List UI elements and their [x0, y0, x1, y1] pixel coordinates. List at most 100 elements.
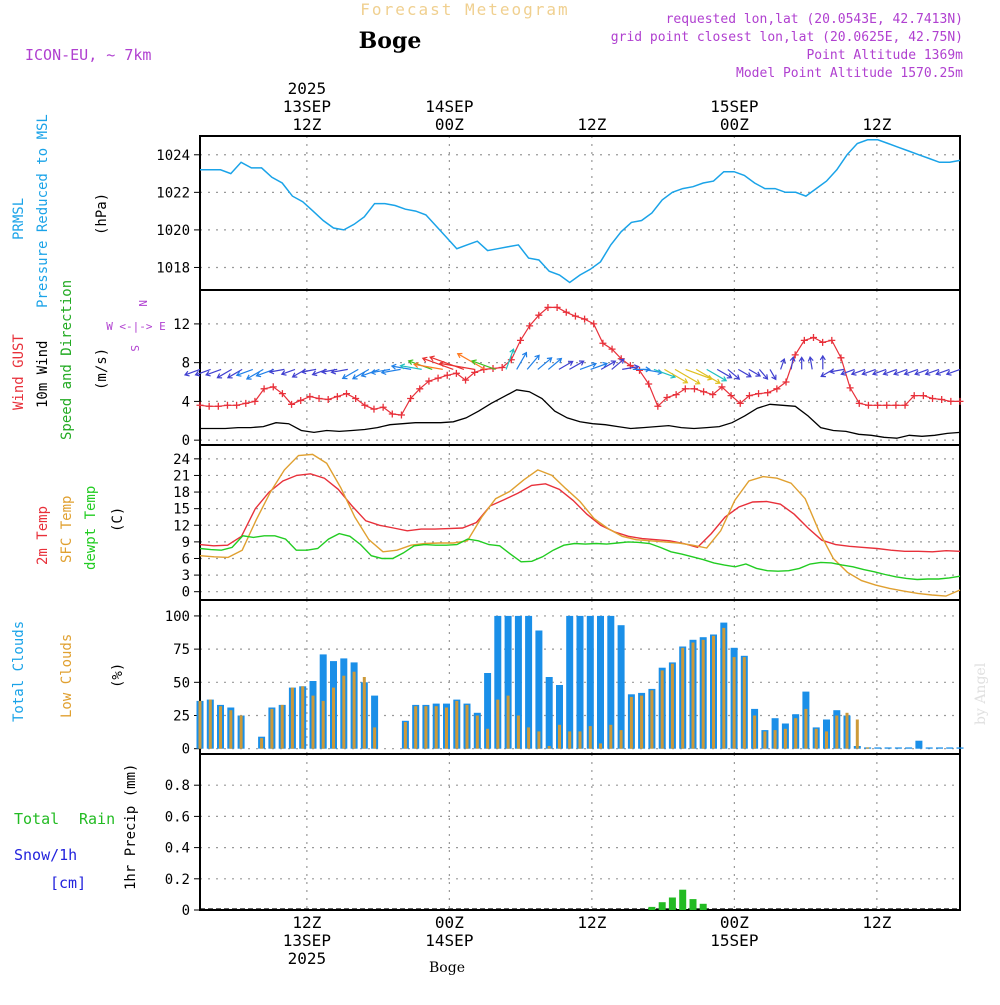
wind-arrow [380, 368, 401, 376]
wind-arrow [695, 368, 721, 384]
gust-marker [233, 401, 241, 409]
gust-marker [837, 354, 845, 362]
temp-dew-label: dewpt Temp [83, 486, 99, 570]
total-cloud-bar [504, 615, 512, 749]
wind-arrow [235, 368, 254, 377]
gust-marker [581, 315, 589, 323]
gust-marker [919, 392, 927, 400]
gust-marker [929, 395, 937, 402]
gust-marker [590, 320, 598, 328]
wind-arrow [360, 368, 380, 378]
gust-marker [901, 401, 909, 409]
wind-unit: (m/s) [94, 348, 110, 390]
gust-marker [700, 388, 708, 396]
gust-marker [260, 385, 268, 393]
low-cloud-bar [855, 719, 859, 749]
wind-arrow [330, 368, 348, 375]
precip-snow-label: Snow/1h [14, 846, 77, 864]
gust-marker [599, 339, 607, 347]
low-cloud-bar [640, 695, 644, 749]
total-cloud-bar [874, 747, 882, 749]
header-grid-point: grid point closest lon,lat (20.0625E, 42… [611, 30, 963, 45]
top-time-label: 12Z [577, 115, 606, 134]
header-requested: requested lon,lat (20.0543E, 42.7413N) [666, 12, 963, 27]
gust-marker [608, 345, 616, 353]
total-cloud-bar [494, 615, 502, 749]
y-tick-label: 9 [182, 535, 190, 551]
low-clouds-label: Low Clouds [59, 634, 75, 718]
gust-marker [251, 397, 259, 405]
low-cloud-bar [290, 687, 294, 749]
total-cloud-bar [925, 747, 933, 749]
wind-arrow [664, 368, 689, 384]
pressure-label-1: PRMSL [11, 198, 27, 240]
gust-marker [471, 368, 479, 376]
gust-marker [636, 366, 644, 374]
low-cloud-bar [219, 706, 222, 749]
y-tick-label: 21 [173, 468, 190, 484]
low-cloud-bar [445, 707, 448, 749]
clouds-unit: (%) [110, 663, 126, 688]
y-tick-label: 24 [173, 452, 190, 468]
wind-speed-line [200, 389, 961, 439]
wind-arrow [300, 368, 317, 375]
total-cloud-bar [525, 615, 533, 749]
low-cloud-bar [763, 731, 767, 749]
wind-arrow [390, 363, 412, 370]
y-tick-label: 50 [173, 675, 190, 691]
gust-marker [883, 401, 891, 409]
bottom-time-label: 14SEP [425, 931, 473, 950]
precip-total-label: Total [14, 810, 59, 828]
wind-arrow [871, 368, 887, 376]
low-cloud-bar [373, 727, 377, 749]
wind-arrow [413, 362, 443, 370]
low-cloud-bar [599, 743, 602, 749]
gust-marker [416, 385, 424, 393]
low-cloud-bar [516, 715, 520, 749]
bottom-time-label: 00Z [720, 913, 749, 932]
low-cloud-bar [496, 699, 500, 749]
low-cloud-bar [742, 657, 746, 749]
low-cloud-bar [311, 695, 315, 749]
total-clouds-label: Total Clouds [11, 621, 27, 722]
low-cloud-bar [332, 687, 335, 749]
gust-marker [645, 380, 653, 388]
wind-arrow [421, 356, 454, 370]
wind-arrow [600, 360, 617, 370]
rain-bar [679, 889, 687, 910]
gust-marker [654, 402, 662, 410]
total-cloud-bar [576, 615, 584, 749]
gust-marker [773, 385, 781, 393]
low-cloud-bar [619, 730, 623, 749]
y-tick-label: 0 [182, 585, 190, 601]
gust-marker [910, 392, 918, 400]
low-cloud-bar [239, 715, 243, 749]
gust-marker [755, 390, 763, 398]
precip-unit: 1hr Precip (mm) [123, 764, 139, 890]
low-cloud-bar [198, 700, 202, 749]
y-tick-label: 12 [173, 518, 190, 534]
low-cloud-bar [270, 708, 274, 749]
y-tick-label: 6 [182, 551, 190, 567]
bottom-time-label: 13SEP [283, 931, 331, 950]
top-time-label: 14SEP [425, 97, 473, 116]
wind-arrow [194, 368, 211, 377]
gust-marker [516, 336, 524, 344]
total-cloud-bar [915, 740, 923, 749]
gust-marker [947, 397, 955, 405]
low-cloud-bar [773, 730, 777, 749]
wind-arrow [611, 358, 625, 370]
y-tick-label: 15 [173, 502, 190, 518]
bottom-time-label: 15SEP [710, 931, 758, 950]
y-tick-label: 8 [182, 356, 190, 372]
gust-marker [333, 393, 341, 401]
wind-arrow [226, 368, 243, 379]
gust-marker [718, 383, 726, 391]
wind-arrow [268, 368, 285, 375]
temp-sfc-label: SFC Temp [59, 496, 75, 563]
gust-marker [544, 303, 552, 311]
panel-3: 0 25 50 75 100 [165, 599, 964, 758]
wind-arrow [861, 368, 876, 376]
y-tick-label: 18 [173, 485, 190, 501]
